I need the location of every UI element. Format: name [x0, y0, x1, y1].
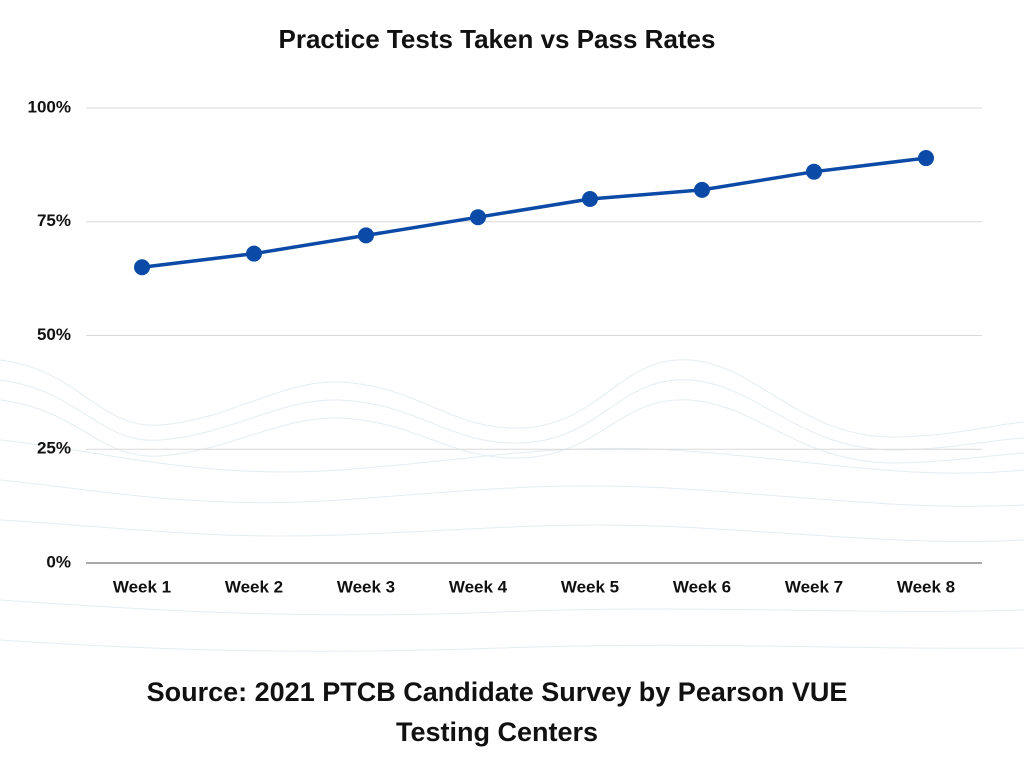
- data-point: [918, 150, 934, 167]
- data-point: [694, 181, 710, 198]
- x-tick-label: Week 5: [561, 577, 619, 596]
- data-point: [806, 163, 822, 180]
- data-point: [246, 245, 262, 262]
- x-tick-label: Week 8: [897, 577, 955, 596]
- x-tick-label: Week 4: [449, 577, 508, 596]
- y-tick-label: 75%: [37, 211, 71, 230]
- x-tick-label: Week 6: [673, 577, 731, 596]
- data-point: [470, 209, 486, 226]
- x-tick-label: Week 3: [337, 577, 395, 596]
- x-tick-label: Week 7: [785, 577, 843, 596]
- background-waves: [0, 359, 1024, 652]
- y-tick-label: 100%: [28, 97, 71, 116]
- data-point: [582, 191, 598, 207]
- data-line: [141, 156, 927, 269]
- y-tick-label: 25%: [37, 439, 71, 458]
- chart-title: Practice Tests Taken vs Pass Rates: [279, 24, 716, 54]
- x-tick-label: Week 2: [225, 577, 283, 596]
- y-tick-label: 50%: [37, 325, 71, 344]
- x-tick-label: Week 1: [113, 577, 171, 596]
- data-point: [134, 259, 150, 276]
- data-point: [358, 227, 374, 244]
- y-tick-label: 0%: [46, 552, 71, 571]
- source-note: Source: 2021 PTCB Candidate Survey by Pe…: [146, 677, 848, 747]
